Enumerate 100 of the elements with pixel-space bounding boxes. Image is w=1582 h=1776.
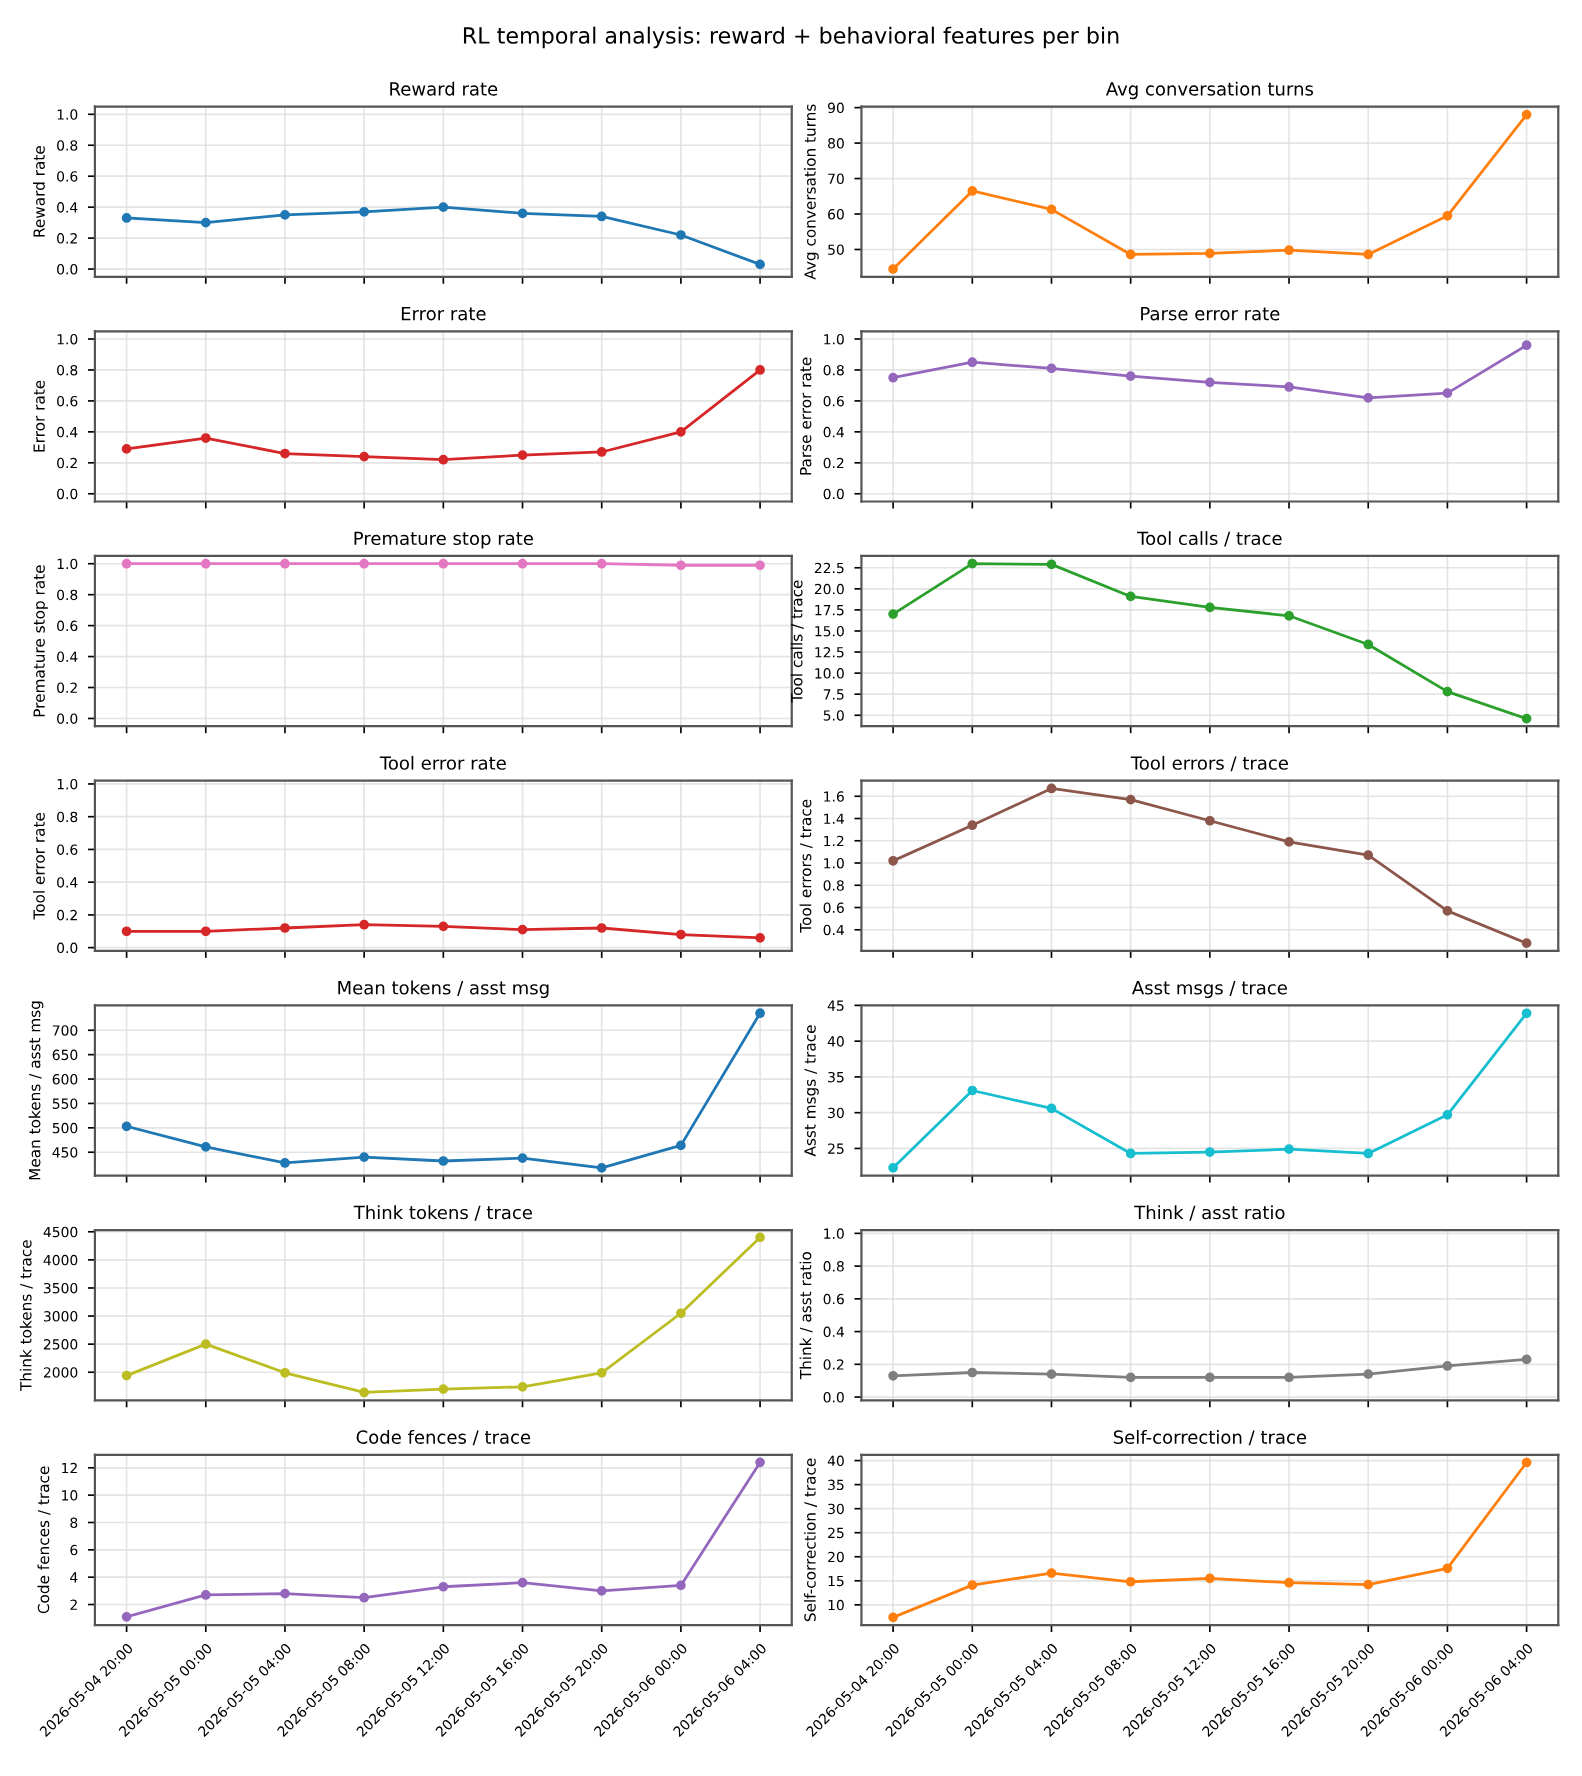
chart-title: Self-correction / trace: [1113, 1429, 1307, 1446]
chart-title: Tool error rate: [379, 755, 506, 770]
chart-title: Avg conversation turns: [1105, 81, 1314, 100]
point: [1046, 1103, 1057, 1114]
point: [200, 433, 211, 443]
point: [438, 1156, 449, 1166]
point: [1442, 388, 1453, 399]
point: [1521, 1008, 1532, 1019]
point: [1284, 1372, 1294, 1383]
point: [755, 259, 765, 270]
point: [1442, 1109, 1453, 1120]
point: [200, 1339, 211, 1350]
point: [1284, 837, 1294, 847]
point: [1442, 210, 1453, 221]
point: [755, 1008, 765, 1019]
point: [676, 1140, 686, 1151]
point: [121, 1611, 132, 1622]
point: [676, 1580, 686, 1591]
chart-title: Parse error rate: [1141, 306, 1280, 321]
point: [1521, 938, 1532, 948]
point: [596, 1367, 607, 1378]
point: [517, 208, 528, 219]
point: [596, 1162, 607, 1173]
point: [1204, 377, 1215, 388]
chart-title: Think tokens / trace: [353, 1205, 532, 1221]
point: [1363, 392, 1374, 403]
point: [967, 1367, 978, 1378]
point: [517, 450, 528, 460]
point: [1442, 906, 1453, 916]
point: [1363, 850, 1374, 861]
point: [517, 1381, 528, 1392]
point: [1046, 204, 1057, 215]
point: [1204, 1573, 1215, 1584]
point: [438, 454, 449, 465]
point: [438, 202, 449, 213]
point: [1521, 713, 1532, 724]
point: [676, 427, 686, 437]
point: [1363, 249, 1374, 260]
point: [1284, 1577, 1294, 1588]
point: [438, 1384, 449, 1394]
text: RL temporal analysis: reward + behavioral features per bin: [463, 26, 1119, 49]
point: [359, 1387, 370, 1398]
point: [1363, 1579, 1374, 1590]
chart-title: Mean tokens / asst msg: [338, 980, 549, 999]
point: [967, 1085, 978, 1096]
point: [1521, 1354, 1532, 1365]
point: [1521, 340, 1532, 351]
point: [121, 444, 132, 454]
point: [676, 1308, 686, 1319]
point: [1204, 815, 1215, 826]
point: [200, 1590, 211, 1600]
point: [1046, 1568, 1057, 1578]
point: [517, 924, 528, 935]
point: [280, 1158, 290, 1168]
point: [121, 213, 132, 223]
point: [359, 206, 370, 217]
point: [1125, 249, 1136, 260]
point: [1125, 794, 1136, 805]
point: [1284, 245, 1294, 256]
chart-title: Tool errors / trace: [1130, 755, 1288, 772]
point: [755, 932, 765, 943]
point: [438, 1581, 449, 1592]
point: [888, 609, 898, 619]
point: [121, 926, 132, 937]
point: [359, 1152, 370, 1162]
point: [438, 921, 449, 932]
point: [888, 264, 898, 274]
point: [1521, 109, 1532, 120]
chart-title: Code fences / trace: [356, 1429, 531, 1446]
point: [1284, 382, 1294, 392]
point: [888, 1370, 898, 1381]
point: [596, 1585, 607, 1596]
point: [1442, 1361, 1453, 1371]
point: [1125, 1148, 1136, 1159]
chart-title: Premature stop rate: [354, 531, 533, 549]
point: [359, 919, 370, 930]
point: [517, 1577, 528, 1588]
point: [967, 186, 978, 196]
point: [200, 217, 211, 228]
point: [121, 1370, 132, 1381]
point: [1125, 371, 1136, 382]
point: [517, 1153, 528, 1163]
point: [755, 1457, 765, 1468]
point: [280, 923, 290, 933]
point: [1125, 1372, 1136, 1383]
point: [200, 926, 211, 937]
point: [596, 211, 607, 222]
point: [1204, 1147, 1215, 1157]
chart-title: Think / asst ratio: [1134, 1205, 1285, 1221]
point: [1046, 559, 1057, 570]
chart-title: Tool calls / trace: [1137, 531, 1282, 547]
chart-title: Error rate: [401, 306, 486, 321]
point: [1363, 1369, 1374, 1379]
point: [676, 929, 686, 940]
point: [967, 1580, 978, 1590]
point: [888, 855, 898, 866]
point: [1125, 1576, 1136, 1587]
chart-title: Asst msgs / trace: [1131, 981, 1287, 999]
point: [755, 1232, 765, 1243]
point: [1046, 363, 1057, 374]
